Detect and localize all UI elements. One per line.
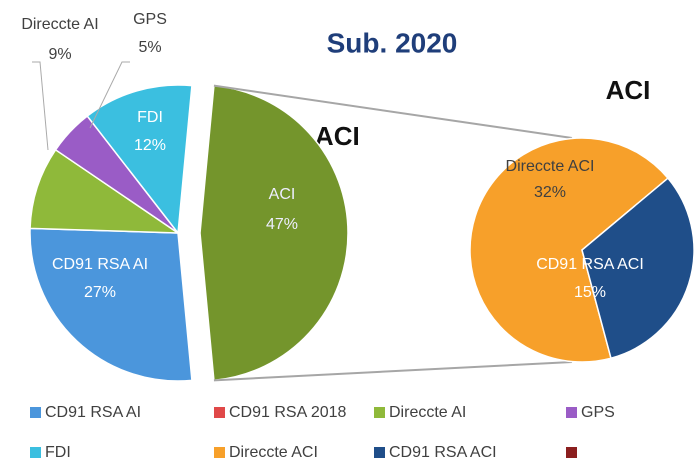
data-label: Direccte AI: [21, 16, 98, 33]
pie-slice: [86, 84, 193, 235]
leader-line: [32, 61, 49, 151]
legend-label: CD91 RSA ACI: [389, 444, 497, 461]
data-label: Direccte ACI: [506, 158, 595, 175]
data-label: ACI: [269, 186, 296, 203]
data-label: 32%: [534, 184, 566, 201]
legend-label: CD91 RSA 2018: [229, 404, 347, 421]
legend-marker: [566, 447, 577, 458]
data-label: FDI: [137, 109, 163, 126]
annotation: ACI: [606, 75, 651, 105]
legend-label: CD91 RSA AI: [45, 404, 141, 421]
chart-title: Sub. 2020: [327, 27, 458, 58]
data-label: 47%: [266, 216, 298, 233]
data-label: 15%: [574, 284, 606, 301]
legend-marker: [214, 407, 225, 418]
legend-marker: [374, 407, 385, 418]
legend-marker: [30, 407, 41, 418]
legend-marker: [214, 447, 225, 458]
legend-label: Direccte AI: [389, 404, 466, 421]
data-label: 9%: [48, 46, 71, 63]
data-label: CD91 RSA AI: [52, 256, 148, 273]
legend-marker: [566, 407, 577, 418]
pie-slice: [469, 137, 669, 363]
data-label: 27%: [84, 284, 116, 301]
data-label: GPS: [133, 11, 167, 28]
connector-line: [213, 361, 573, 382]
legend-label: FDI: [45, 444, 71, 461]
legend-label: GPS: [581, 404, 615, 421]
pie-slice: [29, 227, 193, 382]
legend-marker: [374, 447, 385, 458]
data-label: 5%: [138, 39, 161, 56]
data-label: 12%: [134, 137, 166, 154]
data-label: CD91 RSA ACI: [536, 256, 644, 273]
leader-line: [89, 61, 130, 129]
pie-slice: [29, 148, 181, 234]
legend-label: Direccte ACI: [229, 444, 318, 461]
pie-slice: [199, 84, 349, 382]
legend-marker: [30, 447, 41, 458]
pie-slice: [581, 177, 695, 360]
connector-line: [213, 84, 573, 139]
